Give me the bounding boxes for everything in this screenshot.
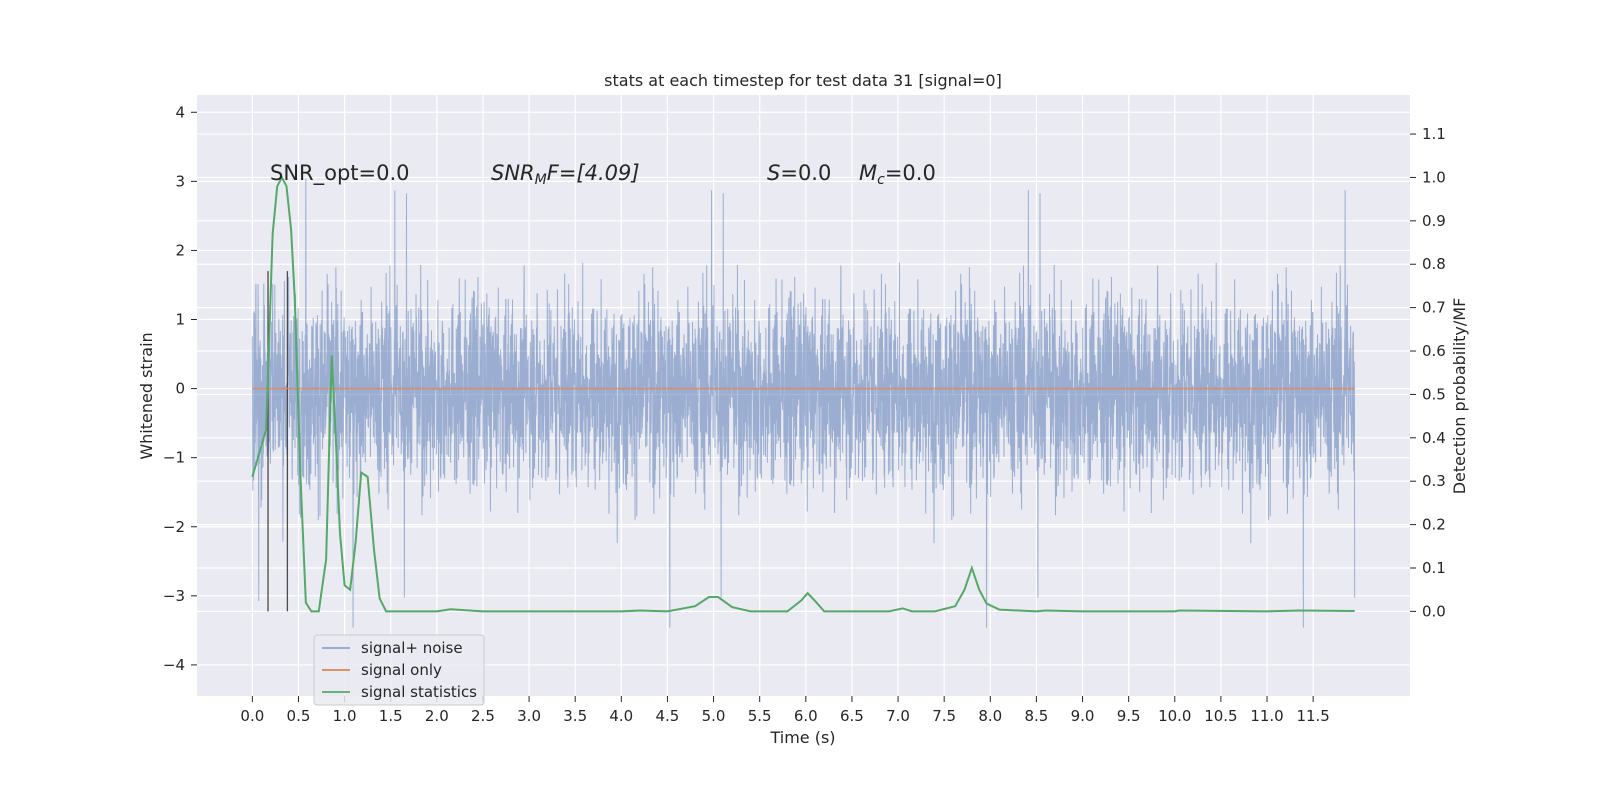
y-tick-label: −3 bbox=[163, 587, 185, 605]
y2-tick-label: 0.6 bbox=[1422, 342, 1446, 360]
x-tick-label: 4.0 bbox=[609, 707, 633, 725]
y2-tick-label: 0.2 bbox=[1422, 516, 1446, 534]
annotation-s: S=0.0 bbox=[767, 161, 831, 185]
y2-tick-label: 0.1 bbox=[1422, 559, 1446, 577]
x-axis-label: Time (s) bbox=[769, 728, 835, 747]
x-tick-label: 10.5 bbox=[1204, 707, 1237, 725]
annotation-mc-rest: =0.0 bbox=[885, 161, 936, 185]
y2-tick-label: 0.8 bbox=[1422, 255, 1446, 273]
annotation-mc: Mc=0.0 bbox=[859, 161, 936, 188]
y-tick-label: 1 bbox=[175, 311, 185, 329]
annotation-snr-opt: SNR_opt=0.0 bbox=[270, 161, 410, 186]
legend-label-signal-only: signal only bbox=[361, 661, 442, 679]
annotation-s-rest: =0.0 bbox=[780, 161, 831, 185]
y2-tick-label: 1.0 bbox=[1422, 168, 1446, 186]
x-tick-label: 6.5 bbox=[840, 707, 864, 725]
annotation-snr-mf-main: SNR bbox=[491, 161, 535, 185]
y-tick-label: 4 bbox=[175, 103, 185, 121]
x-tick-label: 8.0 bbox=[978, 707, 1002, 725]
x-tick-label: 3.5 bbox=[563, 707, 587, 725]
annotation-s-main: S bbox=[767, 161, 780, 185]
y-tick-label: 2 bbox=[175, 241, 185, 259]
x-tick-label: 7.0 bbox=[886, 707, 910, 725]
x-tick-label: 10.0 bbox=[1158, 707, 1191, 725]
y2-axis-ticks: 1.1 1.0 0.9 0.8 0.7 0.6 0.5 0.4 0.3 0.2 0.1 0.0 bbox=[1410, 125, 1446, 620]
y2-axis-label: Detection probability/MF bbox=[1450, 298, 1469, 495]
x-tick-label: 2.0 bbox=[425, 707, 449, 725]
annotation-snr-mf: SNRMF=[4.09] bbox=[491, 161, 640, 188]
x-tick-label: 5.0 bbox=[702, 707, 726, 725]
x-tick-label: 4.5 bbox=[656, 707, 680, 725]
y2-tick-label: 0.9 bbox=[1422, 212, 1446, 230]
y2-tick-label: 0.7 bbox=[1422, 299, 1446, 317]
x-tick-label: 6.0 bbox=[794, 707, 818, 725]
x-tick-label: 11.5 bbox=[1296, 707, 1329, 725]
annotation-snr-mf-sub: M bbox=[535, 172, 547, 188]
annotation-snr-mf-rest: F=[4.09] bbox=[547, 161, 640, 185]
x-tick-label: 1.0 bbox=[333, 707, 357, 725]
y2-tick-label: 0.0 bbox=[1422, 602, 1446, 620]
y-tick-label: 3 bbox=[175, 172, 185, 190]
x-tick-label: 0.5 bbox=[287, 707, 311, 725]
x-tick-label: 3.0 bbox=[517, 707, 541, 725]
x-tick-label: 0.0 bbox=[240, 707, 264, 725]
legend-label-signal-noise: signal+ noise bbox=[361, 639, 463, 657]
y-axis-label: Whitened strain bbox=[137, 332, 156, 459]
y-tick-label: 0 bbox=[175, 380, 185, 398]
x-tick-label: 2.5 bbox=[471, 707, 495, 725]
x-tick-label: 5.5 bbox=[748, 707, 772, 725]
y2-tick-label: 1.1 bbox=[1422, 125, 1446, 143]
legend-label-signal-statistics: signal statistics bbox=[361, 683, 477, 701]
x-tick-label: 9.0 bbox=[1071, 707, 1095, 725]
y-tick-label: −2 bbox=[163, 518, 185, 536]
y2-tick-label: 0.3 bbox=[1422, 472, 1446, 490]
x-tick-label: 7.5 bbox=[932, 707, 956, 725]
x-tick-label: 11.0 bbox=[1250, 707, 1283, 725]
x-tick-label: 8.5 bbox=[1024, 707, 1048, 725]
x-tick-label: 1.5 bbox=[379, 707, 403, 725]
y-tick-label: −1 bbox=[163, 449, 185, 467]
annotation-mc-main: M bbox=[859, 161, 877, 185]
y-tick-label: −4 bbox=[163, 656, 185, 674]
y2-tick-label: 0.4 bbox=[1422, 429, 1446, 447]
legend: signal+ noise signal only signal statist… bbox=[314, 635, 484, 705]
chart-title: stats at each timestep for test data 31 … bbox=[604, 71, 1002, 90]
y-axis-ticks: 4 3 2 1 0 −1 −2 −3 −4 bbox=[163, 103, 197, 674]
x-tick-label: 9.5 bbox=[1117, 707, 1141, 725]
y2-tick-label: 0.5 bbox=[1422, 385, 1446, 403]
